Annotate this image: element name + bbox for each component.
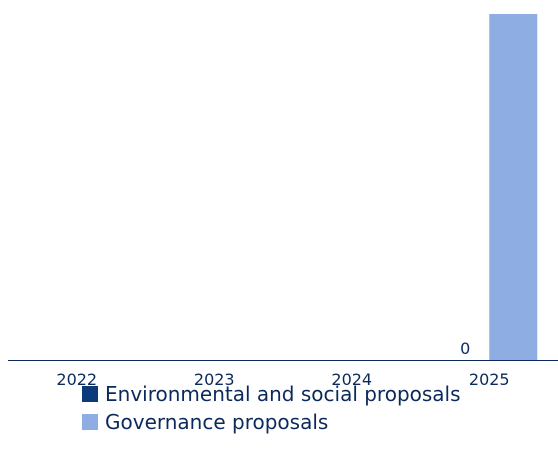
legend-label-environmental-social: Environmental and social proposals bbox=[105, 382, 461, 406]
data-labels: 0 bbox=[460, 339, 470, 358]
legend-swatch-environmental-social bbox=[82, 386, 98, 402]
bar-governance-2025 bbox=[489, 14, 537, 360]
x-tick-label-2025: 2025 bbox=[469, 370, 510, 389]
legend-swatch-governance bbox=[82, 414, 98, 430]
bars-group bbox=[489, 14, 537, 360]
legend-item-governance: Governance proposals bbox=[82, 408, 461, 436]
data-label-2025: 0 bbox=[460, 339, 470, 358]
legend-label-governance: Governance proposals bbox=[105, 410, 328, 434]
legend-item-environmental-social: Environmental and social proposals bbox=[82, 380, 461, 408]
legend: Environmental and social proposals Gover… bbox=[82, 380, 461, 436]
